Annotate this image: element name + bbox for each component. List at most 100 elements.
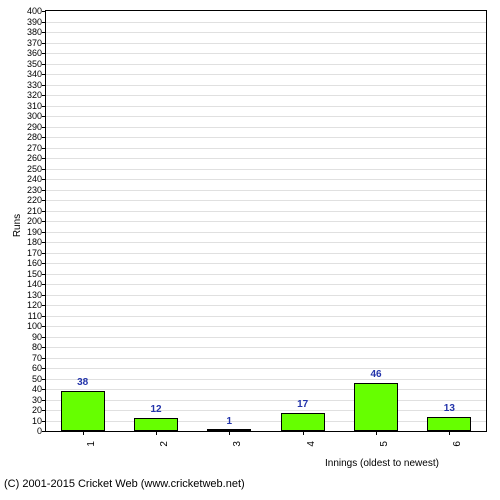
bar	[354, 383, 398, 431]
grid-line	[46, 368, 486, 369]
y-tick-label: 230	[27, 185, 46, 195]
y-tick-label: 390	[27, 17, 46, 27]
y-axis-label: Runs	[12, 214, 23, 237]
y-tick-label: 140	[27, 279, 46, 289]
bar-value-label: 1	[227, 416, 233, 427]
grid-line	[46, 295, 486, 296]
grid-line	[46, 158, 486, 159]
y-tick-label: 330	[27, 80, 46, 90]
grid-line	[46, 326, 486, 327]
y-tick-label: 240	[27, 174, 46, 184]
grid-line	[46, 32, 486, 33]
x-tick	[83, 431, 84, 435]
grid-line	[46, 305, 486, 306]
y-tick-label: 290	[27, 122, 46, 132]
x-tick-label: 5	[379, 441, 390, 447]
grid-line	[46, 64, 486, 65]
y-tick-label: 270	[27, 143, 46, 153]
y-tick-label: 340	[27, 69, 46, 79]
y-tick-label: 220	[27, 195, 46, 205]
y-tick-label: 130	[27, 290, 46, 300]
x-tick	[449, 431, 450, 435]
y-tick-label: 360	[27, 48, 46, 58]
y-tick-label: 380	[27, 27, 46, 37]
y-tick-label: 40	[32, 384, 46, 394]
grid-line	[46, 22, 486, 23]
x-tick	[229, 431, 230, 435]
grid-line	[46, 316, 486, 317]
grid-line	[46, 263, 486, 264]
bar	[61, 391, 105, 431]
y-tick-label: 310	[27, 101, 46, 111]
grid-line	[46, 221, 486, 222]
grid-line	[46, 274, 486, 275]
grid-line	[46, 421, 486, 422]
credit-text: (C) 2001-2015 Cricket Web (www.cricketwe…	[4, 478, 245, 490]
grid-line	[46, 242, 486, 243]
x-tick-label: 4	[305, 441, 316, 447]
y-tick-label: 30	[32, 395, 46, 405]
y-tick-label: 80	[32, 342, 46, 352]
y-tick-label: 120	[27, 300, 46, 310]
y-tick-label: 210	[27, 206, 46, 216]
grid-line	[46, 253, 486, 254]
y-tick-label: 260	[27, 153, 46, 163]
bar-value-label: 38	[77, 377, 88, 388]
grid-line	[46, 148, 486, 149]
y-tick-label: 110	[28, 311, 46, 321]
x-tick	[303, 431, 304, 435]
y-tick-label: 250	[27, 164, 46, 174]
grid-line	[46, 95, 486, 96]
bar-value-label: 46	[370, 369, 381, 380]
y-tick-label: 400	[27, 6, 46, 16]
grid-line	[46, 358, 486, 359]
y-tick-label: 10	[32, 416, 46, 426]
grid-line	[46, 337, 486, 338]
y-tick-label: 70	[32, 353, 46, 363]
grid-line	[46, 211, 486, 212]
y-tick-label: 350	[27, 59, 46, 69]
grid-line	[46, 179, 486, 180]
grid-line	[46, 74, 486, 75]
bar	[134, 418, 178, 431]
bar-value-label: 13	[444, 403, 455, 414]
grid-line	[46, 169, 486, 170]
grid-line	[46, 410, 486, 411]
y-tick-label: 20	[32, 405, 46, 415]
bar	[281, 413, 325, 431]
x-tick	[156, 431, 157, 435]
grid-line	[46, 200, 486, 201]
x-tick-label: 1	[85, 441, 96, 447]
y-tick-label: 150	[27, 269, 46, 279]
bar	[427, 417, 471, 431]
grid-line	[46, 106, 486, 107]
y-tick-label: 300	[27, 111, 46, 121]
grid-line	[46, 43, 486, 44]
x-tick-label: 2	[159, 441, 170, 447]
grid-line	[46, 53, 486, 54]
y-tick-label: 180	[27, 237, 46, 247]
grid-line	[46, 127, 486, 128]
bar-value-label: 12	[150, 404, 161, 415]
y-tick-label: 320	[27, 90, 46, 100]
plot-area: 0102030405060708090100110120130140150160…	[45, 10, 487, 432]
x-tick-label: 3	[232, 441, 243, 447]
grid-line	[46, 232, 486, 233]
grid-line	[46, 85, 486, 86]
grid-line	[46, 284, 486, 285]
grid-line	[46, 347, 486, 348]
y-tick-label: 0	[37, 426, 46, 436]
chart-container: 0102030405060708090100110120130140150160…	[0, 0, 500, 500]
grid-line	[46, 116, 486, 117]
x-tick-label: 6	[452, 441, 463, 447]
y-tick-label: 60	[32, 363, 46, 373]
y-tick-label: 190	[27, 227, 46, 237]
grid-line	[46, 379, 486, 380]
grid-line	[46, 400, 486, 401]
y-tick-label: 50	[32, 374, 46, 384]
grid-line	[46, 190, 486, 191]
y-tick-label: 100	[27, 321, 46, 331]
y-tick-label: 370	[27, 38, 46, 48]
y-tick-label: 90	[32, 332, 46, 342]
grid-line	[46, 137, 486, 138]
